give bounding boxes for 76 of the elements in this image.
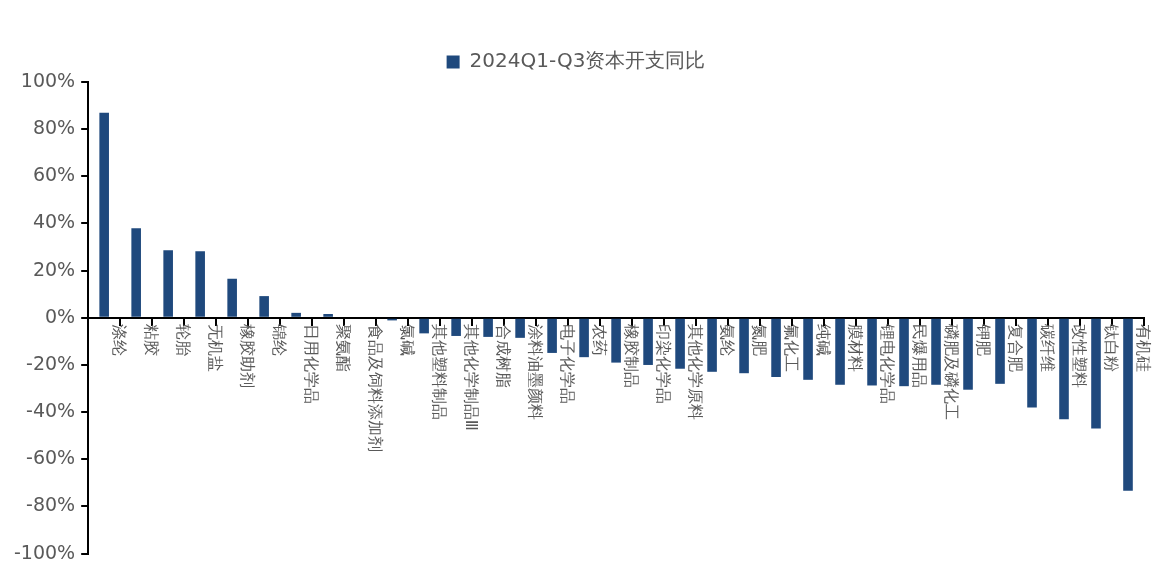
x-tick-label: 有机硅: [1133, 323, 1153, 372]
y-tick-label: 20%: [32, 257, 76, 280]
x-tick-label: 复合肥: [1005, 323, 1025, 372]
bar: [771, 318, 781, 377]
bar: [963, 318, 973, 390]
bar: [259, 296, 269, 317]
bar: [643, 318, 653, 365]
x-tick-label: 纯碱: [813, 323, 833, 356]
x-tick-label: 电子化学品: [557, 323, 577, 404]
y-tick-label: -20%: [26, 351, 76, 374]
x-tick-label: 氟化工: [781, 323, 801, 372]
bar: [899, 318, 909, 387]
y-tick-label: 60%: [32, 163, 76, 186]
bar: [1027, 318, 1037, 408]
bar: [419, 318, 429, 334]
bar: [867, 318, 877, 386]
x-tick-label: 其他塑料制品: [429, 323, 449, 420]
x-tick-label: 食品及饲料添加剂: [365, 323, 385, 452]
x-tick-label: 其他化学原料: [685, 323, 705, 420]
x-tick-label: 氯碱: [397, 323, 417, 356]
x-tick-label: 粘胶: [141, 323, 161, 356]
x-tick-label: 日用化学品: [301, 323, 321, 404]
x-tick-label: 橡胶助剂: [237, 323, 257, 388]
x-tick-label: 轮胎: [173, 323, 193, 356]
bar: [99, 112, 109, 317]
bar: [515, 318, 525, 338]
x-tick-label: 碳纤维: [1037, 322, 1057, 372]
bar: [1059, 318, 1069, 420]
x-tick-label: 橡胶制品: [621, 323, 641, 388]
x-tick-label: 钾肥: [973, 322, 993, 356]
y-tick-label: 100%: [20, 68, 76, 91]
x-tick-label: 磷肥及磷化工: [941, 322, 961, 420]
bar: [995, 318, 1005, 384]
x-tick-label: 膜材料: [845, 323, 865, 372]
x-tick-label: 涤纶: [109, 323, 129, 356]
bar: [1123, 318, 1133, 491]
bar: [227, 278, 237, 317]
y-tick-label: -80%: [26, 493, 76, 516]
bar: [547, 318, 557, 353]
x-tick-label: 涂料油墨颜料: [525, 323, 545, 420]
x-tick-label: 锂电化学品: [877, 322, 897, 404]
y-tick-label: -100%: [13, 540, 76, 563]
bar: [579, 318, 589, 358]
x-tick-label: 氨纶: [717, 323, 737, 356]
bar: [675, 318, 685, 369]
bar: [1091, 318, 1101, 429]
x-tick-label: 钛白粉: [1101, 322, 1121, 372]
bar: [803, 318, 813, 380]
x-tick-label: 农药: [589, 323, 609, 356]
bar: [195, 251, 205, 317]
x-tick-label: 改性塑料: [1069, 323, 1089, 388]
x-tick-label: 民爆用品: [909, 323, 929, 388]
bar: [931, 318, 941, 385]
x-tick-label: 印染化学品: [653, 323, 673, 404]
bar: [131, 228, 141, 317]
x-tick-label: 无机盐: [205, 323, 225, 372]
bar: [291, 312, 301, 317]
x-tick-label: 聚氨酯: [333, 323, 353, 372]
bar: [323, 314, 333, 317]
y-tick-label: 40%: [32, 210, 76, 233]
y-tick-label: 80%: [32, 116, 76, 139]
bar: [739, 318, 749, 374]
x-tick-label: 氮肥: [749, 323, 769, 356]
bar: [707, 318, 717, 372]
bar: [163, 250, 173, 317]
y-tick-label: -60%: [26, 446, 76, 469]
x-tick-label: 合成树脂: [493, 323, 513, 388]
bar: [483, 318, 493, 337]
y-tick-label: -40%: [26, 399, 76, 422]
y-tick-label: 0%: [45, 304, 76, 327]
bar: [611, 318, 621, 363]
bar: [835, 318, 845, 385]
x-tick-label: 锦纶: [269, 322, 289, 356]
bar: [451, 318, 461, 336]
x-tick-label: 其他化学制品Ⅲ: [461, 323, 481, 431]
legend-label: 2024Q1-Q3资本开支同比: [469, 48, 706, 73]
